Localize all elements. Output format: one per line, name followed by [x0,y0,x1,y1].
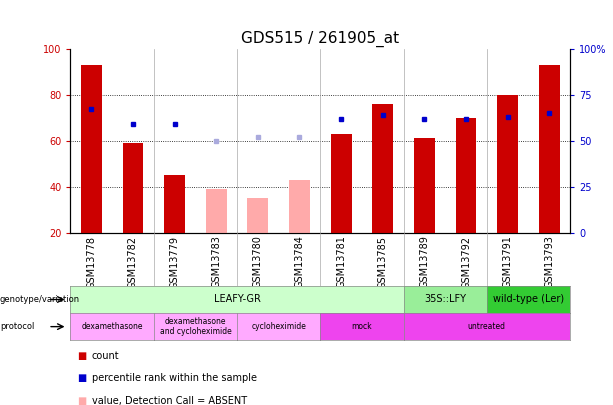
Bar [164,175,185,233]
Text: GSM13778: GSM13778 [86,236,96,288]
Bar [123,143,143,233]
Text: ■: ■ [77,351,86,361]
Text: wild-type (Ler): wild-type (Ler) [493,294,564,305]
Text: count: count [92,351,120,361]
Text: GSM13791: GSM13791 [503,236,512,288]
Bar [206,189,227,233]
Bar [289,180,310,233]
Bar [81,65,102,233]
Text: genotype/variation: genotype/variation [0,295,80,304]
Text: dexamethasone: dexamethasone [82,322,143,331]
Text: GSM13792: GSM13792 [461,236,471,288]
Text: ■: ■ [77,373,86,383]
Text: GSM13789: GSM13789 [419,236,429,288]
Text: cycloheximide: cycloheximide [251,322,306,331]
Bar [455,118,476,233]
Text: GSM13783: GSM13783 [211,236,221,288]
Bar [414,139,435,233]
Text: protocol: protocol [0,322,34,331]
Text: ■: ■ [77,396,86,405]
Text: untreated: untreated [468,322,506,331]
Text: percentile rank within the sample: percentile rank within the sample [92,373,257,383]
Text: LEAFY-GR: LEAFY-GR [213,294,261,305]
Text: GSM13782: GSM13782 [128,236,138,288]
Text: GSM13780: GSM13780 [253,236,263,288]
Text: GSM13793: GSM13793 [544,236,554,288]
Title: GDS515 / 261905_at: GDS515 / 261905_at [242,31,399,47]
Bar [248,198,268,233]
Text: value, Detection Call = ABSENT: value, Detection Call = ABSENT [92,396,247,405]
Text: GSM13779: GSM13779 [170,236,180,288]
Bar [497,95,518,233]
Bar [372,104,393,233]
Text: GSM13784: GSM13784 [294,236,305,288]
Bar [330,134,351,233]
Text: dexamethasone
and cycloheximide: dexamethasone and cycloheximide [159,317,231,336]
Text: 35S::LFY: 35S::LFY [424,294,466,305]
Bar [539,65,560,233]
Text: GSM13781: GSM13781 [336,236,346,288]
Text: GSM13785: GSM13785 [378,236,388,288]
Text: mock: mock [352,322,372,331]
